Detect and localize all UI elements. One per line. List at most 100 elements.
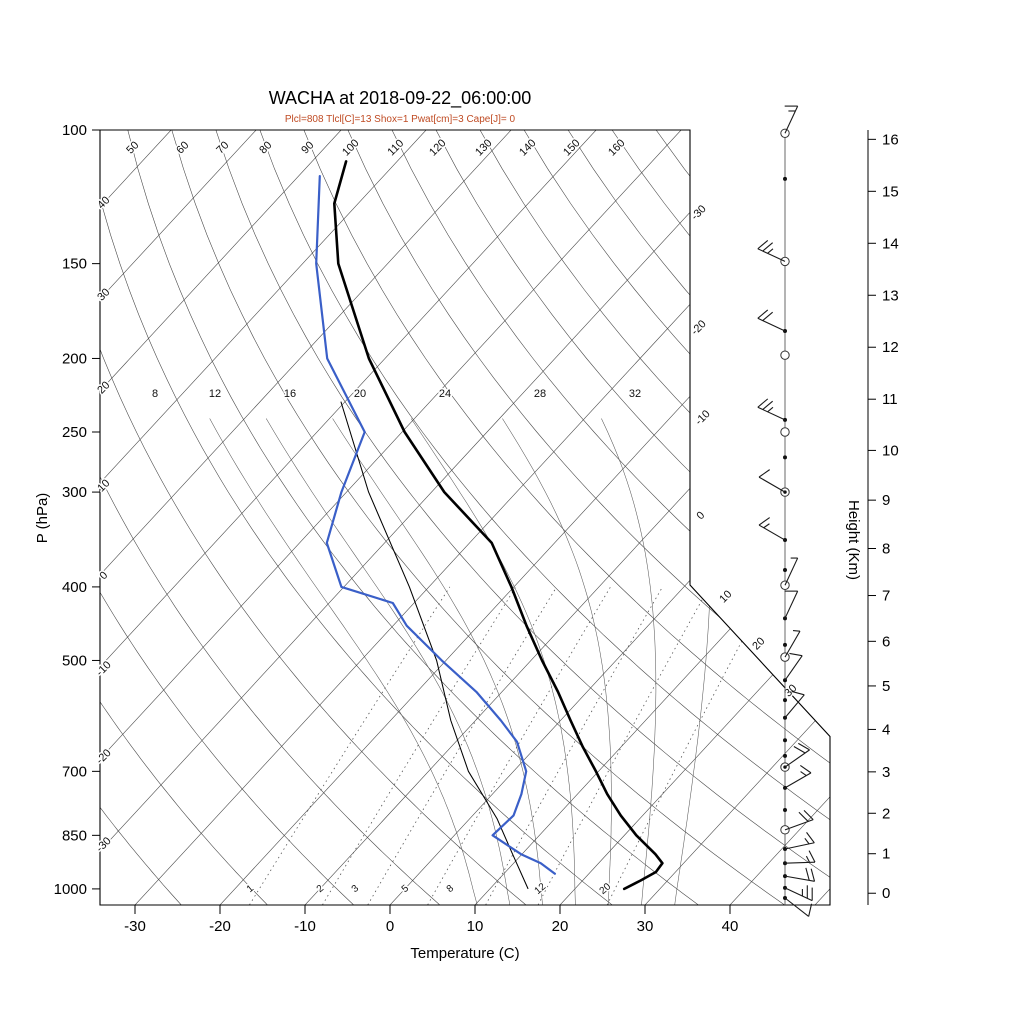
moist-adiabat-line — [209, 418, 478, 905]
dry-adiabat-line — [215, 130, 830, 905]
isotherm-line — [644, 130, 830, 905]
station-dot — [783, 698, 787, 703]
wind-barb — [783, 642, 787, 647]
plot-frame — [99, 129, 831, 906]
barb-shaft — [784, 897, 809, 917]
dry-adiabat-line — [611, 130, 830, 905]
dry-adiabat-line — [567, 130, 830, 905]
isotherm-label: 20 — [750, 635, 767, 652]
wind-barb — [783, 850, 816, 866]
barb-shaft — [784, 655, 803, 681]
isotherm-line — [100, 130, 597, 905]
dry-adiabat-line — [100, 130, 268, 905]
x-axis-title: Temperature (C) — [410, 945, 519, 962]
barb-full-tick — [805, 867, 810, 881]
mixing-ratio-label: 12 — [533, 881, 549, 897]
height-tick-label: 10 — [882, 442, 899, 459]
wind-barb — [780, 427, 790, 437]
barb-full-tick — [758, 517, 770, 526]
wind-barb — [780, 810, 814, 835]
height-tick-label: 11 — [882, 391, 898, 408]
pressure-tick-label: 400 — [62, 579, 87, 596]
dry-adiabat-line — [479, 130, 830, 905]
barb-full-tick — [757, 239, 769, 250]
dry-adiabat-line — [100, 130, 613, 905]
barb-half-tick — [767, 406, 774, 413]
isotherm-label: -30 — [689, 203, 709, 223]
dry-adiabat-label: 30 — [95, 286, 112, 303]
barb-shaft — [784, 557, 799, 586]
dry-adiabat-line — [391, 130, 830, 905]
wind-barb — [780, 629, 801, 662]
barb-full-tick — [803, 810, 814, 820]
mixing-ratio-label: 1 — [245, 883, 257, 895]
moist-adiabat-label: 32 — [629, 388, 641, 400]
barb-full-tick — [800, 764, 812, 774]
barb-half-tick — [805, 855, 811, 863]
barb-full-tick — [789, 652, 803, 657]
barb-full-tick — [806, 832, 815, 844]
isotherm-line — [100, 130, 257, 905]
isotherm-line — [559, 130, 830, 905]
pressure-tick-label: 200 — [62, 350, 87, 367]
dry-adiabat-label: 50 — [124, 139, 141, 156]
mixing-ratio-line — [606, 586, 772, 905]
wind-barb — [783, 567, 787, 572]
dry-adiabat-line — [100, 130, 441, 905]
dry-adiabat-label: -30 — [94, 835, 114, 855]
wind-barb — [783, 590, 799, 621]
background-line-labels: 50 60 70 80 90 100 110 120 130 140 150 160403020100… — [93, 136, 801, 899]
dry-adiabat-line — [100, 130, 527, 905]
barb-shaft — [757, 406, 786, 421]
isotherm-line — [100, 130, 682, 905]
isotherm-line — [100, 130, 427, 905]
mixing-ratio-label: 20 — [598, 881, 614, 897]
height-tick-label: 8 — [882, 540, 890, 557]
wind-barb — [783, 867, 816, 882]
pressure-axis: 100 150 200 250 300 400 500 700 850 1000 — [54, 122, 100, 898]
temperature-tick-label: -10 — [294, 918, 316, 935]
moist-adiabat-label: 28 — [534, 388, 546, 400]
wind-barb — [758, 469, 790, 497]
barb-shaft — [757, 248, 786, 262]
moist-adiabat-line — [601, 418, 657, 905]
pressure-tick-label: 850 — [62, 827, 87, 844]
temperature-curve — [332, 160, 664, 891]
mixing-ratio-line — [367, 586, 557, 905]
dry-adiabat-line — [171, 130, 785, 905]
barb-half-tick — [800, 771, 807, 777]
isotherm-label: 0 — [694, 509, 707, 522]
dry-adiabat-line — [127, 130, 699, 905]
wind-barb — [780, 350, 790, 360]
barb-full-tick — [808, 850, 816, 863]
wind-barb — [780, 742, 810, 772]
station-dot — [783, 455, 787, 460]
dry-adiabat-label: -10 — [94, 659, 114, 679]
pressure-tick-label: 300 — [62, 484, 87, 501]
barb-full-tick — [808, 903, 813, 917]
isotherm-label: -20 — [689, 318, 709, 338]
isotherms — [100, 130, 830, 905]
wind-barb — [757, 398, 787, 422]
station-dot — [783, 807, 787, 812]
dry-adiabat-line — [303, 130, 830, 905]
chart-title: WACHA at 2018-09-22_06:00:00 — [269, 88, 532, 109]
pressure-tick-label: 500 — [62, 652, 87, 669]
temperature-tick-label: -30 — [124, 918, 146, 935]
pressure-tick-label: 700 — [62, 763, 87, 780]
dry-adiabat-label: 70 — [214, 139, 231, 156]
dry-adiabat-line — [655, 130, 830, 905]
barb-shaft — [784, 694, 805, 719]
height-tick-label: 13 — [882, 287, 899, 304]
wind-barb — [783, 690, 805, 720]
dry-adiabat-label: 140 — [517, 137, 538, 158]
wind-barb — [758, 517, 787, 543]
height-tick-label: 15 — [882, 183, 899, 200]
temperature-axis: -30 -20 -10 0 10 20 30 40 — [124, 905, 738, 935]
barb-shaft — [784, 842, 815, 850]
station-dot — [783, 567, 787, 572]
temperature-tick-label: 10 — [467, 918, 484, 935]
station-dot — [783, 642, 787, 647]
pressure-tick-label: 150 — [62, 256, 87, 273]
